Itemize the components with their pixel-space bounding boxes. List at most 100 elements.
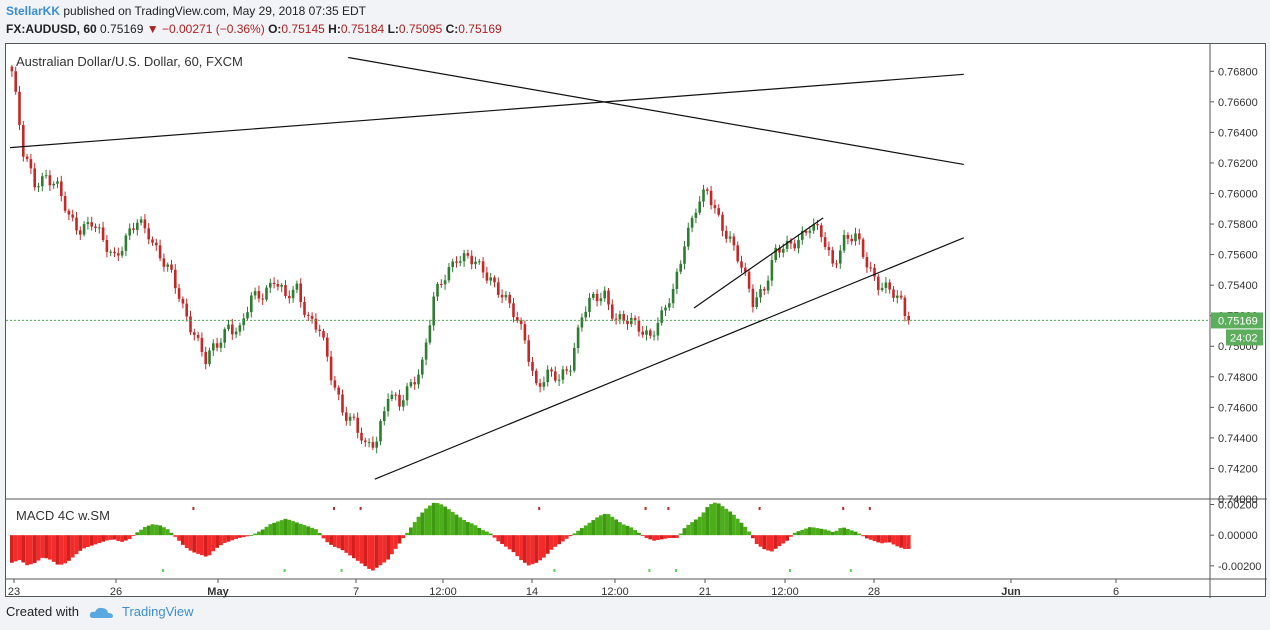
candle-body xyxy=(200,337,204,352)
candle-body xyxy=(580,317,584,328)
candle-body xyxy=(14,71,17,92)
candle-body xyxy=(797,239,800,249)
macd-bar xyxy=(515,535,520,557)
candle-body xyxy=(341,394,344,413)
macd-bar xyxy=(838,528,843,536)
candle-body xyxy=(41,176,44,187)
macd-signal-marker xyxy=(162,569,164,572)
candle-body xyxy=(326,337,329,357)
candle-body xyxy=(261,298,264,300)
candle-body xyxy=(542,382,546,387)
macd-bar xyxy=(667,535,672,539)
candle-body xyxy=(348,416,352,421)
macd-bar xyxy=(124,535,128,541)
candle-body xyxy=(702,189,705,202)
candle-body xyxy=(280,285,283,287)
macd-bar xyxy=(903,535,907,549)
macd-bar xyxy=(792,532,797,536)
candle-body xyxy=(854,233,857,242)
candle-body xyxy=(337,387,340,395)
candle-body xyxy=(371,442,375,448)
countdown-label: 24:02 xyxy=(1230,332,1258,344)
macd-bar xyxy=(181,535,185,545)
low-value: 0.75095 xyxy=(398,22,443,36)
tradingview-cloud-icon xyxy=(89,607,113,618)
macd-bar xyxy=(93,535,98,545)
candle-body xyxy=(466,253,470,256)
macd-bar xyxy=(686,524,691,536)
candle-body xyxy=(265,287,268,300)
trendline xyxy=(9,73,964,149)
author-name[interactable]: StellarKK xyxy=(6,4,61,18)
candle-body xyxy=(736,245,739,262)
price-tick-label: 0.76600 xyxy=(1218,97,1258,109)
candle-body xyxy=(117,253,120,256)
candle-body xyxy=(630,317,633,325)
candle-body xyxy=(725,230,728,239)
candle-body xyxy=(242,318,245,326)
candle-body xyxy=(626,320,629,325)
macd-bar xyxy=(17,535,22,561)
candle-body xyxy=(770,260,774,281)
macd-bar xyxy=(507,535,512,550)
macd-bar xyxy=(591,520,596,536)
time-tick-label: 12:00 xyxy=(429,586,457,598)
chart-frame[interactable]: Australian Dollar/U.S. Dollar, 60, FXCM … xyxy=(5,43,1267,598)
macd-signal-marker xyxy=(849,569,852,572)
candle-body xyxy=(158,245,162,259)
macd-bar xyxy=(834,530,839,536)
candle-body xyxy=(709,190,713,206)
macd-title: MACD 4C w.SM xyxy=(16,508,110,523)
candle-body xyxy=(18,91,21,126)
macd-bar xyxy=(306,526,311,536)
macd-bar xyxy=(481,530,485,536)
macd-bar xyxy=(127,535,132,540)
macd-bar xyxy=(279,520,284,536)
macd-bar xyxy=(545,535,550,554)
macd-bar xyxy=(511,535,516,553)
macd-bar xyxy=(815,528,820,536)
candle-body xyxy=(360,432,363,441)
macd-bar xyxy=(70,535,75,558)
macd-bar xyxy=(409,527,413,536)
tradingview-link[interactable]: TradingView xyxy=(122,604,194,619)
macd-bar xyxy=(659,535,664,540)
candle-body xyxy=(827,247,831,251)
macd-bar xyxy=(207,535,212,556)
candle-body xyxy=(516,317,519,321)
candle-body xyxy=(554,371,557,381)
macd-bar xyxy=(716,503,721,536)
price-tick-label: 0.74400 xyxy=(1218,433,1258,445)
candle-body xyxy=(759,288,762,298)
last-value: 0.75169 xyxy=(100,22,144,36)
macd-bar xyxy=(621,524,626,536)
macd-bar xyxy=(496,535,501,542)
high-label: H: xyxy=(328,22,341,36)
macd-bar xyxy=(640,535,645,536)
macd-bar xyxy=(241,535,246,538)
macd-bar xyxy=(59,535,64,565)
macd-bar xyxy=(678,533,683,536)
macd-bar xyxy=(10,535,14,563)
candle-body xyxy=(208,350,211,365)
candle-body xyxy=(60,181,63,197)
candle-body xyxy=(474,261,477,265)
candle-body xyxy=(744,267,747,272)
macd-bar xyxy=(743,526,748,536)
macd-bar xyxy=(644,535,649,539)
candle-body xyxy=(204,351,207,365)
macd-bar xyxy=(906,535,911,549)
candle-body xyxy=(22,125,25,157)
candle-body xyxy=(272,282,276,285)
candle-body xyxy=(246,312,249,319)
candle-body xyxy=(652,335,656,337)
candle-body xyxy=(778,247,781,253)
chart-canvas[interactable]: Australian Dollar/U.S. Dollar, 60, FXCM … xyxy=(6,44,1267,598)
candle-body xyxy=(10,66,14,72)
macd-bar xyxy=(564,535,569,539)
candle-body xyxy=(504,294,508,298)
candle-body xyxy=(440,283,443,285)
ohlc-legend: FX:AUDUSD, 60 0.75169 ▼ −0.00271 (−0.36%… xyxy=(6,22,502,36)
macd-bar xyxy=(773,535,778,549)
macd-bar xyxy=(675,535,679,538)
